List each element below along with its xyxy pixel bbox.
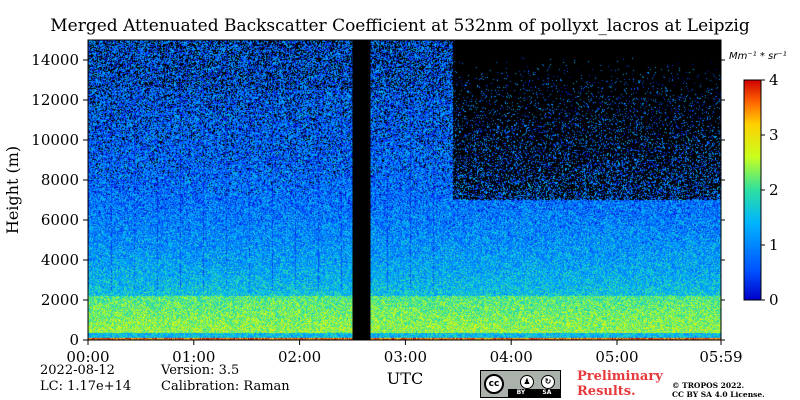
y-tick-label: 8000 bbox=[41, 171, 79, 189]
y-tick-label: 0 bbox=[69, 331, 79, 349]
no-data-gap bbox=[352, 40, 371, 340]
x-tick-label: 02:00 bbox=[278, 348, 321, 366]
y-tick-label: 10000 bbox=[31, 131, 79, 149]
license-strip: BY SA bbox=[508, 389, 560, 397]
y-tick-label: 6000 bbox=[41, 211, 79, 229]
backscatter-heatmap bbox=[88, 40, 721, 340]
y-tick-label: 12000 bbox=[31, 91, 79, 109]
copyright-notice: © TROPOS 2022. CC BY SA 4.0 License. bbox=[672, 381, 765, 399]
x-axis: 00:00 01:00 02:00 03:00 04:00 05:00 05:59 bbox=[66, 340, 743, 366]
share-alike-icon: ↻ bbox=[541, 375, 555, 389]
date-label: 2022-08-12 bbox=[40, 363, 115, 378]
colorbar bbox=[743, 79, 762, 301]
copyright-line-2: CC BY SA 4.0 License. bbox=[672, 390, 765, 399]
chart-title: Merged Attenuated Backscatter Coefficien… bbox=[50, 16, 750, 36]
y-tick-label: 4000 bbox=[41, 251, 79, 269]
version-label: Version: 3.5 bbox=[161, 363, 240, 378]
y-tick-label: 14000 bbox=[31, 51, 79, 69]
x-tick-label: 03:00 bbox=[384, 348, 427, 366]
colorbar-tick-label: 2 bbox=[769, 181, 779, 199]
preliminary-line-1: Preliminary bbox=[577, 369, 663, 384]
colorbar-tick-label: 1 bbox=[769, 236, 779, 254]
y-tick-label: 2000 bbox=[41, 291, 79, 309]
cc-icon: cc bbox=[484, 374, 504, 394]
colorbar-tick-label: 4 bbox=[769, 71, 779, 89]
heatmap-raster bbox=[88, 40, 721, 340]
x-tick-label: 00:00 bbox=[66, 348, 109, 366]
sa-label: SA bbox=[542, 389, 552, 396]
colorbar-unit-label: Mm⁻¹ * sr⁻¹ bbox=[729, 51, 787, 62]
y-axis: 0 2000 4000 6000 8000 10000 12000 14000 bbox=[31, 51, 725, 349]
colorbar-tick-label: 3 bbox=[769, 126, 779, 144]
preliminary-notice: Preliminary Results. bbox=[577, 369, 663, 399]
colorbar-ticks: 0 1 2 3 4 bbox=[761, 71, 779, 309]
calibration-label: Calibration: Raman bbox=[161, 379, 290, 394]
preliminary-line-2: Results. bbox=[577, 384, 636, 399]
by-label: BY bbox=[516, 389, 526, 396]
cc-license-badge: cc ♟ ↻ BY SA bbox=[480, 370, 561, 398]
x-tick-label: 04:00 bbox=[490, 348, 533, 366]
plot-frame bbox=[87, 39, 722, 341]
y-axis-label: Height (m) bbox=[3, 146, 22, 234]
person-icon: ♟ bbox=[520, 375, 534, 389]
x-tick-label: 05:59 bbox=[699, 348, 742, 366]
x-tick-label: 05:00 bbox=[595, 348, 638, 366]
copyright-line-1: © TROPOS 2022. bbox=[672, 381, 745, 390]
lidar-constant-label: LC: 1.17e+14 bbox=[40, 379, 132, 394]
colorbar-tick-label: 0 bbox=[769, 291, 779, 309]
x-axis-label: UTC bbox=[387, 369, 423, 388]
x-tick-label: 01:00 bbox=[172, 348, 215, 366]
